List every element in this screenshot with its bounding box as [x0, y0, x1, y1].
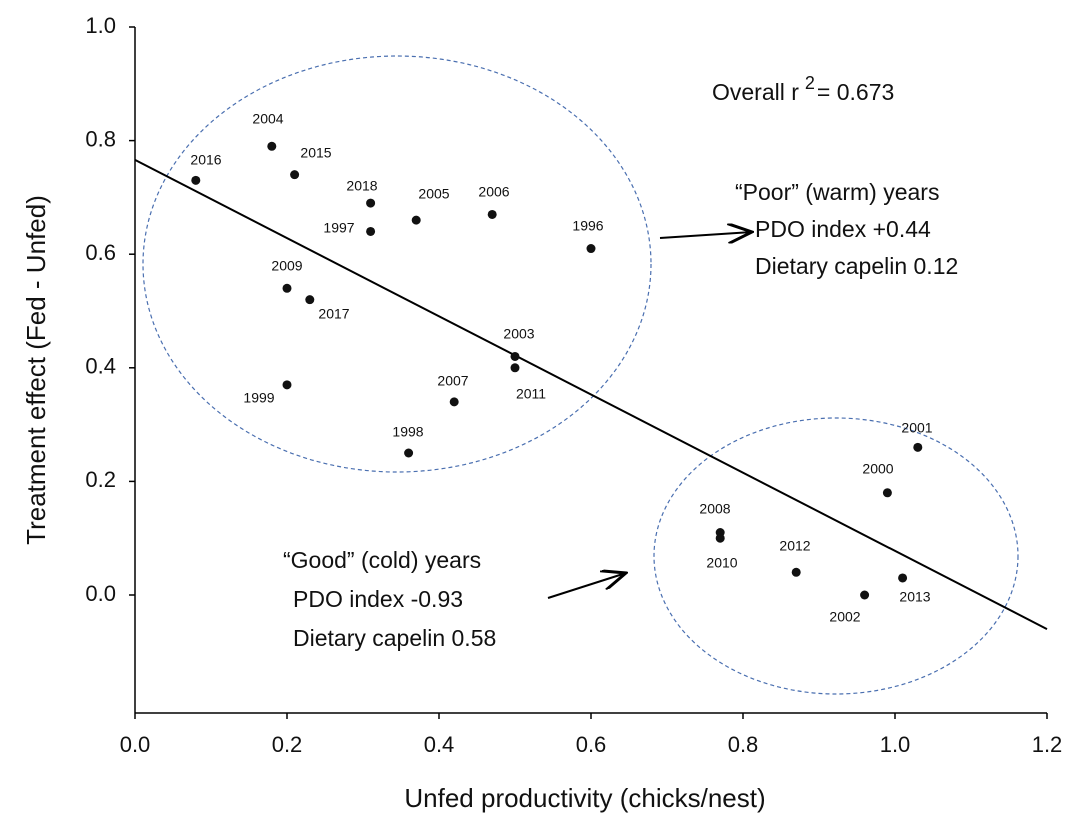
point: [191, 175, 201, 185]
point-label: 2004: [252, 111, 283, 127]
trend-line: [134, 159, 1048, 630]
poor-years-ellipse: [142, 55, 652, 473]
y-tick-label: 0.4: [85, 354, 116, 379]
x-tick-label: 0.0: [120, 732, 151, 757]
point-label: 1999: [243, 390, 274, 406]
x-tick-label: 0.2: [272, 732, 303, 757]
x-tick-label: 0.6: [576, 732, 607, 757]
point: [487, 209, 497, 219]
point-label: 1998: [392, 424, 423, 440]
r2-annotation: Overall r 2= 0.673: [712, 73, 894, 105]
point-label: 2009: [271, 258, 302, 274]
point: [913, 442, 923, 452]
good-annotation: “Good” (cold) years: [283, 547, 481, 573]
point: [449, 397, 459, 407]
point: [860, 590, 870, 600]
poor-annotation: PDO index +0.44: [755, 216, 931, 242]
point-label: 2015: [300, 145, 331, 161]
point-label: 2007: [437, 373, 468, 389]
point: [586, 244, 596, 254]
point-label: 1996: [572, 218, 603, 234]
point-label: 1997: [323, 220, 354, 236]
point-label: 2003: [503, 326, 534, 342]
point: [267, 141, 277, 151]
point: [282, 283, 292, 293]
good-annotation: PDO index -0.93: [293, 586, 463, 612]
point-label: 2000: [862, 461, 893, 477]
y-tick-label: 0.6: [85, 240, 116, 265]
r2-superscript: 2: [805, 73, 815, 93]
point-label: 2016: [190, 152, 221, 168]
point-label: 2005: [418, 186, 449, 202]
good-years-ellipse: [653, 417, 1019, 695]
poor-annotation: Dietary capelin 0.12: [755, 253, 958, 279]
point: [791, 567, 801, 577]
y-tick-label: 0.0: [85, 581, 116, 606]
point: [290, 170, 300, 180]
point-label: 2011: [516, 386, 546, 402]
x-tick-label: 1.0: [880, 732, 911, 757]
point-label: 2008: [699, 501, 730, 517]
point-label: 2006: [478, 184, 509, 200]
point: [282, 380, 292, 390]
point: [898, 573, 908, 583]
y-tick-label: 0.2: [85, 467, 116, 492]
point-label: 2017: [318, 306, 349, 322]
point-label: 2018: [346, 178, 377, 194]
point: [305, 295, 315, 305]
y-axis-title: Treatment effect (Fed - Unfed): [21, 195, 51, 545]
x-axis-title: Unfed productivity (chicks/nest): [404, 783, 765, 813]
r2-text: Overall r: [712, 79, 799, 105]
poor-annotation: “Poor” (warm) years: [735, 179, 939, 205]
point-label: 2010: [706, 555, 737, 571]
y-tick-label: 0.8: [85, 126, 116, 151]
point: [366, 226, 376, 236]
x-tick-label: 1.2: [1032, 732, 1063, 757]
point: [510, 363, 520, 373]
good-annotation: Dietary capelin 0.58: [293, 625, 496, 651]
point: [404, 448, 414, 458]
point-label: 2013: [899, 589, 930, 605]
point-label: 2002: [829, 609, 860, 625]
x-tick-label: 0.4: [424, 732, 455, 757]
r2-value: = 0.673: [817, 79, 894, 105]
point: [510, 351, 520, 361]
poor-arrow: [659, 232, 752, 238]
x-tick-label: 0.8: [728, 732, 759, 757]
point: [411, 215, 421, 225]
point-label: 2012: [779, 538, 810, 554]
good-arrow: [547, 573, 626, 599]
y-tick-label: 1.0: [85, 13, 116, 38]
point: [882, 488, 892, 498]
point-label: 2001: [901, 420, 932, 436]
point: [366, 198, 376, 208]
point: [715, 533, 725, 543]
